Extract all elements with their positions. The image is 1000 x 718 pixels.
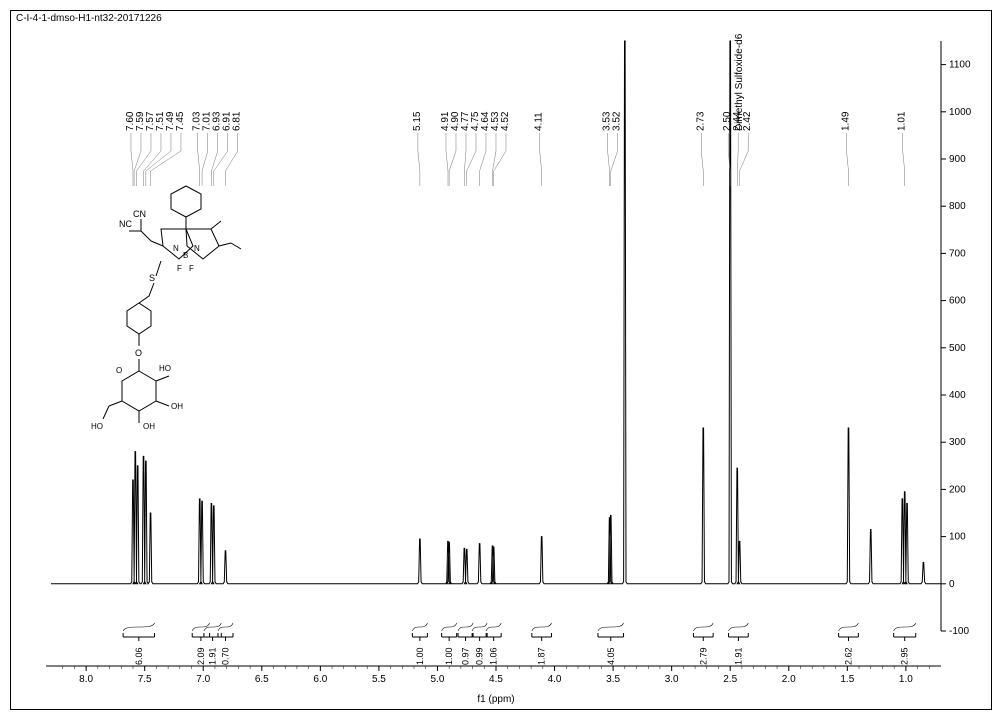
svg-text:1100: 1100 bbox=[949, 60, 971, 71]
svg-text:1000: 1000 bbox=[949, 107, 972, 118]
svg-text:200: 200 bbox=[949, 484, 966, 495]
spectrum-plot: -100 0 100 200 300 400 500 600 700 800 900 1000 1100… bbox=[11, 11, 991, 709]
svg-text:4.52: 4.52 bbox=[500, 111, 511, 131]
svg-text:0.70: 0.70 bbox=[220, 647, 230, 665]
svg-text:4.05: 4.05 bbox=[606, 647, 616, 665]
svg-text:-100: -100 bbox=[949, 626, 969, 637]
svg-text:2.5: 2.5 bbox=[723, 674, 737, 685]
svg-text:6.5: 6.5 bbox=[255, 674, 269, 685]
svg-text:5.5: 5.5 bbox=[372, 674, 386, 685]
svg-text:7.5: 7.5 bbox=[138, 674, 152, 685]
svg-text:900: 900 bbox=[949, 154, 966, 165]
svg-text:2.0: 2.0 bbox=[782, 674, 796, 685]
svg-text:1.00: 1.00 bbox=[444, 647, 454, 665]
svg-text:2.73: 2.73 bbox=[695, 111, 706, 131]
svg-text:8.0: 8.0 bbox=[79, 674, 93, 685]
svg-text:1.87: 1.87 bbox=[537, 647, 547, 665]
svg-text:7.0: 7.0 bbox=[196, 674, 210, 685]
svg-text:4.11: 4.11 bbox=[534, 112, 545, 131]
svg-text:2.95: 2.95 bbox=[900, 647, 910, 665]
svg-text:1.5: 1.5 bbox=[840, 674, 854, 685]
svg-text:6.81: 6.81 bbox=[232, 111, 243, 131]
svg-text:5.15: 5.15 bbox=[412, 111, 423, 131]
svg-text:0.97: 0.97 bbox=[461, 647, 471, 665]
svg-text:1.00: 1.00 bbox=[415, 647, 425, 665]
nmr-container: C-I-4-1-dmso-H1-nt32-20171226 NC CN B N … bbox=[10, 10, 992, 710]
svg-text:100: 100 bbox=[949, 532, 966, 543]
svg-text:Dimethyl Sulfoxide-d6: Dimethyl Sulfoxide-d6 bbox=[734, 33, 745, 131]
svg-text:1.0: 1.0 bbox=[899, 674, 913, 685]
svg-text:400: 400 bbox=[949, 390, 966, 401]
svg-text:4.5: 4.5 bbox=[489, 674, 503, 685]
svg-text:5.0: 5.0 bbox=[430, 674, 444, 685]
svg-text:0.99: 0.99 bbox=[475, 647, 485, 665]
svg-text:4.0: 4.0 bbox=[548, 674, 562, 685]
svg-text:1.06: 1.06 bbox=[489, 647, 499, 665]
svg-text:1.91: 1.91 bbox=[733, 647, 743, 665]
svg-text:3.52: 3.52 bbox=[612, 111, 623, 131]
svg-text:1.91: 1.91 bbox=[208, 647, 218, 665]
svg-text:3.5: 3.5 bbox=[606, 674, 620, 685]
svg-text:500: 500 bbox=[949, 343, 966, 354]
svg-text:3.0: 3.0 bbox=[665, 674, 679, 685]
svg-text:6.06: 6.06 bbox=[134, 647, 144, 665]
svg-text:700: 700 bbox=[949, 248, 966, 259]
svg-text:300: 300 bbox=[949, 437, 966, 448]
svg-text:2.09: 2.09 bbox=[196, 647, 206, 665]
x-axis-label: f1 (ppm) bbox=[477, 694, 514, 705]
svg-text:0: 0 bbox=[949, 579, 955, 590]
svg-text:600: 600 bbox=[949, 296, 966, 307]
svg-text:2.62: 2.62 bbox=[843, 647, 853, 665]
svg-text:1.49: 1.49 bbox=[840, 111, 851, 131]
svg-text:7.45: 7.45 bbox=[175, 111, 186, 131]
svg-text:800: 800 bbox=[949, 201, 966, 212]
svg-text:2.79: 2.79 bbox=[698, 647, 708, 665]
svg-text:1.01: 1.01 bbox=[897, 111, 908, 131]
svg-text:6.0: 6.0 bbox=[313, 674, 327, 685]
